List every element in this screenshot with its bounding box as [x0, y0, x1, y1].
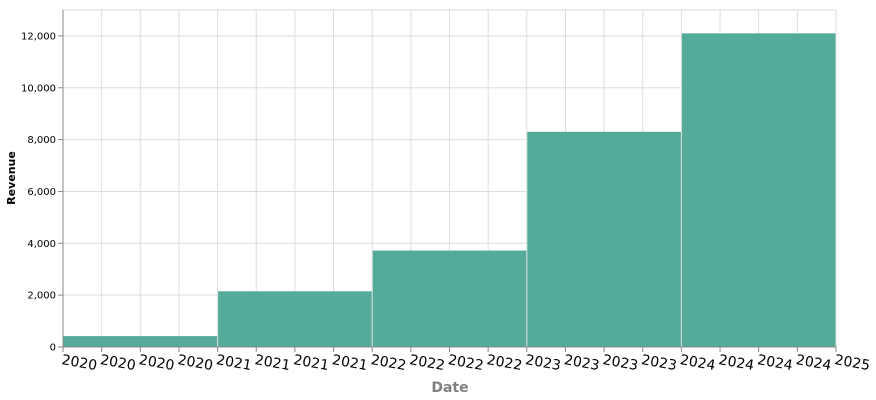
x-tick-label: 2022	[485, 352, 523, 374]
x-tick-label: 2022	[370, 352, 408, 374]
x-tick-label: 2022	[408, 352, 446, 374]
bar-2023	[527, 131, 681, 347]
bar-2024	[681, 33, 836, 347]
y-tick-label: 6,000	[27, 187, 56, 198]
x-tick-label: 2024	[679, 352, 717, 374]
x-tick-label: 2021	[331, 352, 369, 374]
bars-layer	[63, 33, 836, 347]
x-tick-label: 2024	[756, 352, 794, 374]
x-tick-label: 2023	[601, 352, 639, 374]
x-tick-label: 2021	[292, 352, 330, 374]
x-tick-label: 2020	[60, 352, 98, 374]
x-tick-label: 2022	[447, 352, 485, 374]
x-tick-label: 2024	[795, 352, 833, 374]
y-tick-label: 10,000	[21, 83, 56, 94]
bar-2022	[372, 250, 527, 347]
x-tick-label: 2020	[99, 352, 137, 374]
x-tick-label: 2024	[717, 352, 755, 374]
x-tick-label: 2023	[524, 352, 562, 374]
y-tick-label: 2,000	[27, 291, 56, 302]
y-tick-label: 8,000	[27, 135, 56, 146]
x-tick-label: 2021	[254, 352, 292, 374]
x-axis-title: Date	[431, 380, 468, 396]
bar-2021	[218, 291, 372, 347]
x-tick-label: 2023	[563, 352, 601, 374]
x-tick-label: 2025	[833, 352, 871, 374]
x-tick-label: 2020	[176, 352, 214, 374]
y-axis-title: Revenue	[5, 151, 18, 205]
x-tick-label: 2021	[215, 352, 253, 374]
x-tick-label: 2020	[138, 352, 176, 374]
bar-2020	[63, 336, 218, 347]
x-tick-label: 2023	[640, 352, 678, 374]
y-tick-label: 4,000	[27, 239, 56, 250]
y-tick-label: 12,000	[21, 31, 56, 42]
y-tick-label: 0	[50, 343, 56, 354]
